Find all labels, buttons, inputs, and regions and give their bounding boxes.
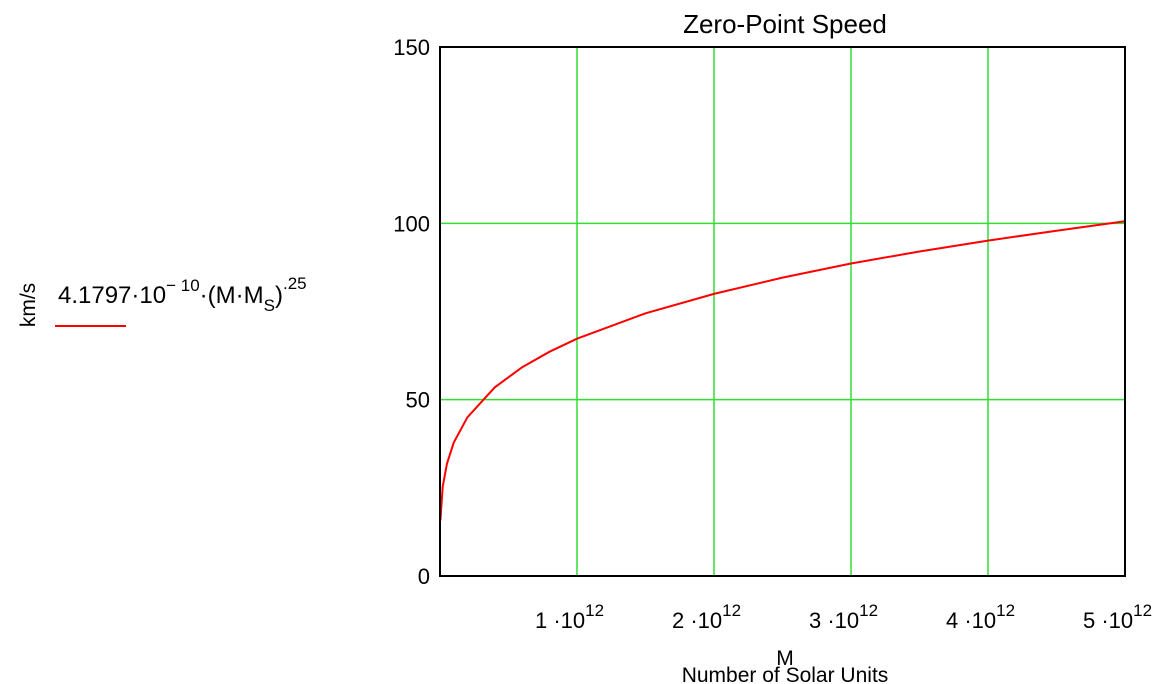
- legend-coef-exp: − 10: [166, 276, 200, 295]
- x-tick-label: 3 ·1012: [809, 601, 878, 633]
- y-axis-label: km/s: [17, 283, 40, 327]
- grid: [440, 46, 1126, 577]
- y-axis-ticks: 0 50 100 150: [393, 35, 430, 589]
- x-axis-variable: M: [776, 647, 794, 670]
- x-tick-label: 2 ·1012: [672, 601, 741, 633]
- series-layer: [439, 220, 1126, 521]
- x-tick-label: 4 ·1012: [946, 601, 1015, 633]
- chart-title: Zero-Point Speed: [683, 9, 887, 39]
- x-tick-label: 1 ·1012: [535, 601, 604, 633]
- series-line: [439, 220, 1126, 521]
- x-tick-label: 5 ·1012: [1083, 601, 1152, 633]
- legend-coef: 4.1797·10: [58, 282, 166, 309]
- x-axis-ticks: 1 ·1012 2 ·1012 3 ·1012 4 ·1012 5 ·1012: [535, 601, 1152, 633]
- y-tick-label: 150: [393, 35, 430, 60]
- legend-power: .25: [283, 274, 307, 293]
- legend-body: ·(M·M: [200, 282, 264, 309]
- legend-label: 4.1797·10− 10·(M·MS).25: [58, 274, 307, 315]
- legend-subscript: S: [264, 296, 275, 315]
- x-axis-label: Number of Solar Units: [682, 664, 889, 684]
- plot-frame: [439, 46, 1126, 577]
- legend-close: ): [275, 282, 283, 309]
- legend: 4.1797·10− 10·(M·MS).25: [55, 274, 307, 327]
- y-tick-label: 0: [418, 564, 430, 589]
- y-tick-label: 100: [393, 211, 430, 236]
- y-tick-label: 50: [406, 388, 430, 413]
